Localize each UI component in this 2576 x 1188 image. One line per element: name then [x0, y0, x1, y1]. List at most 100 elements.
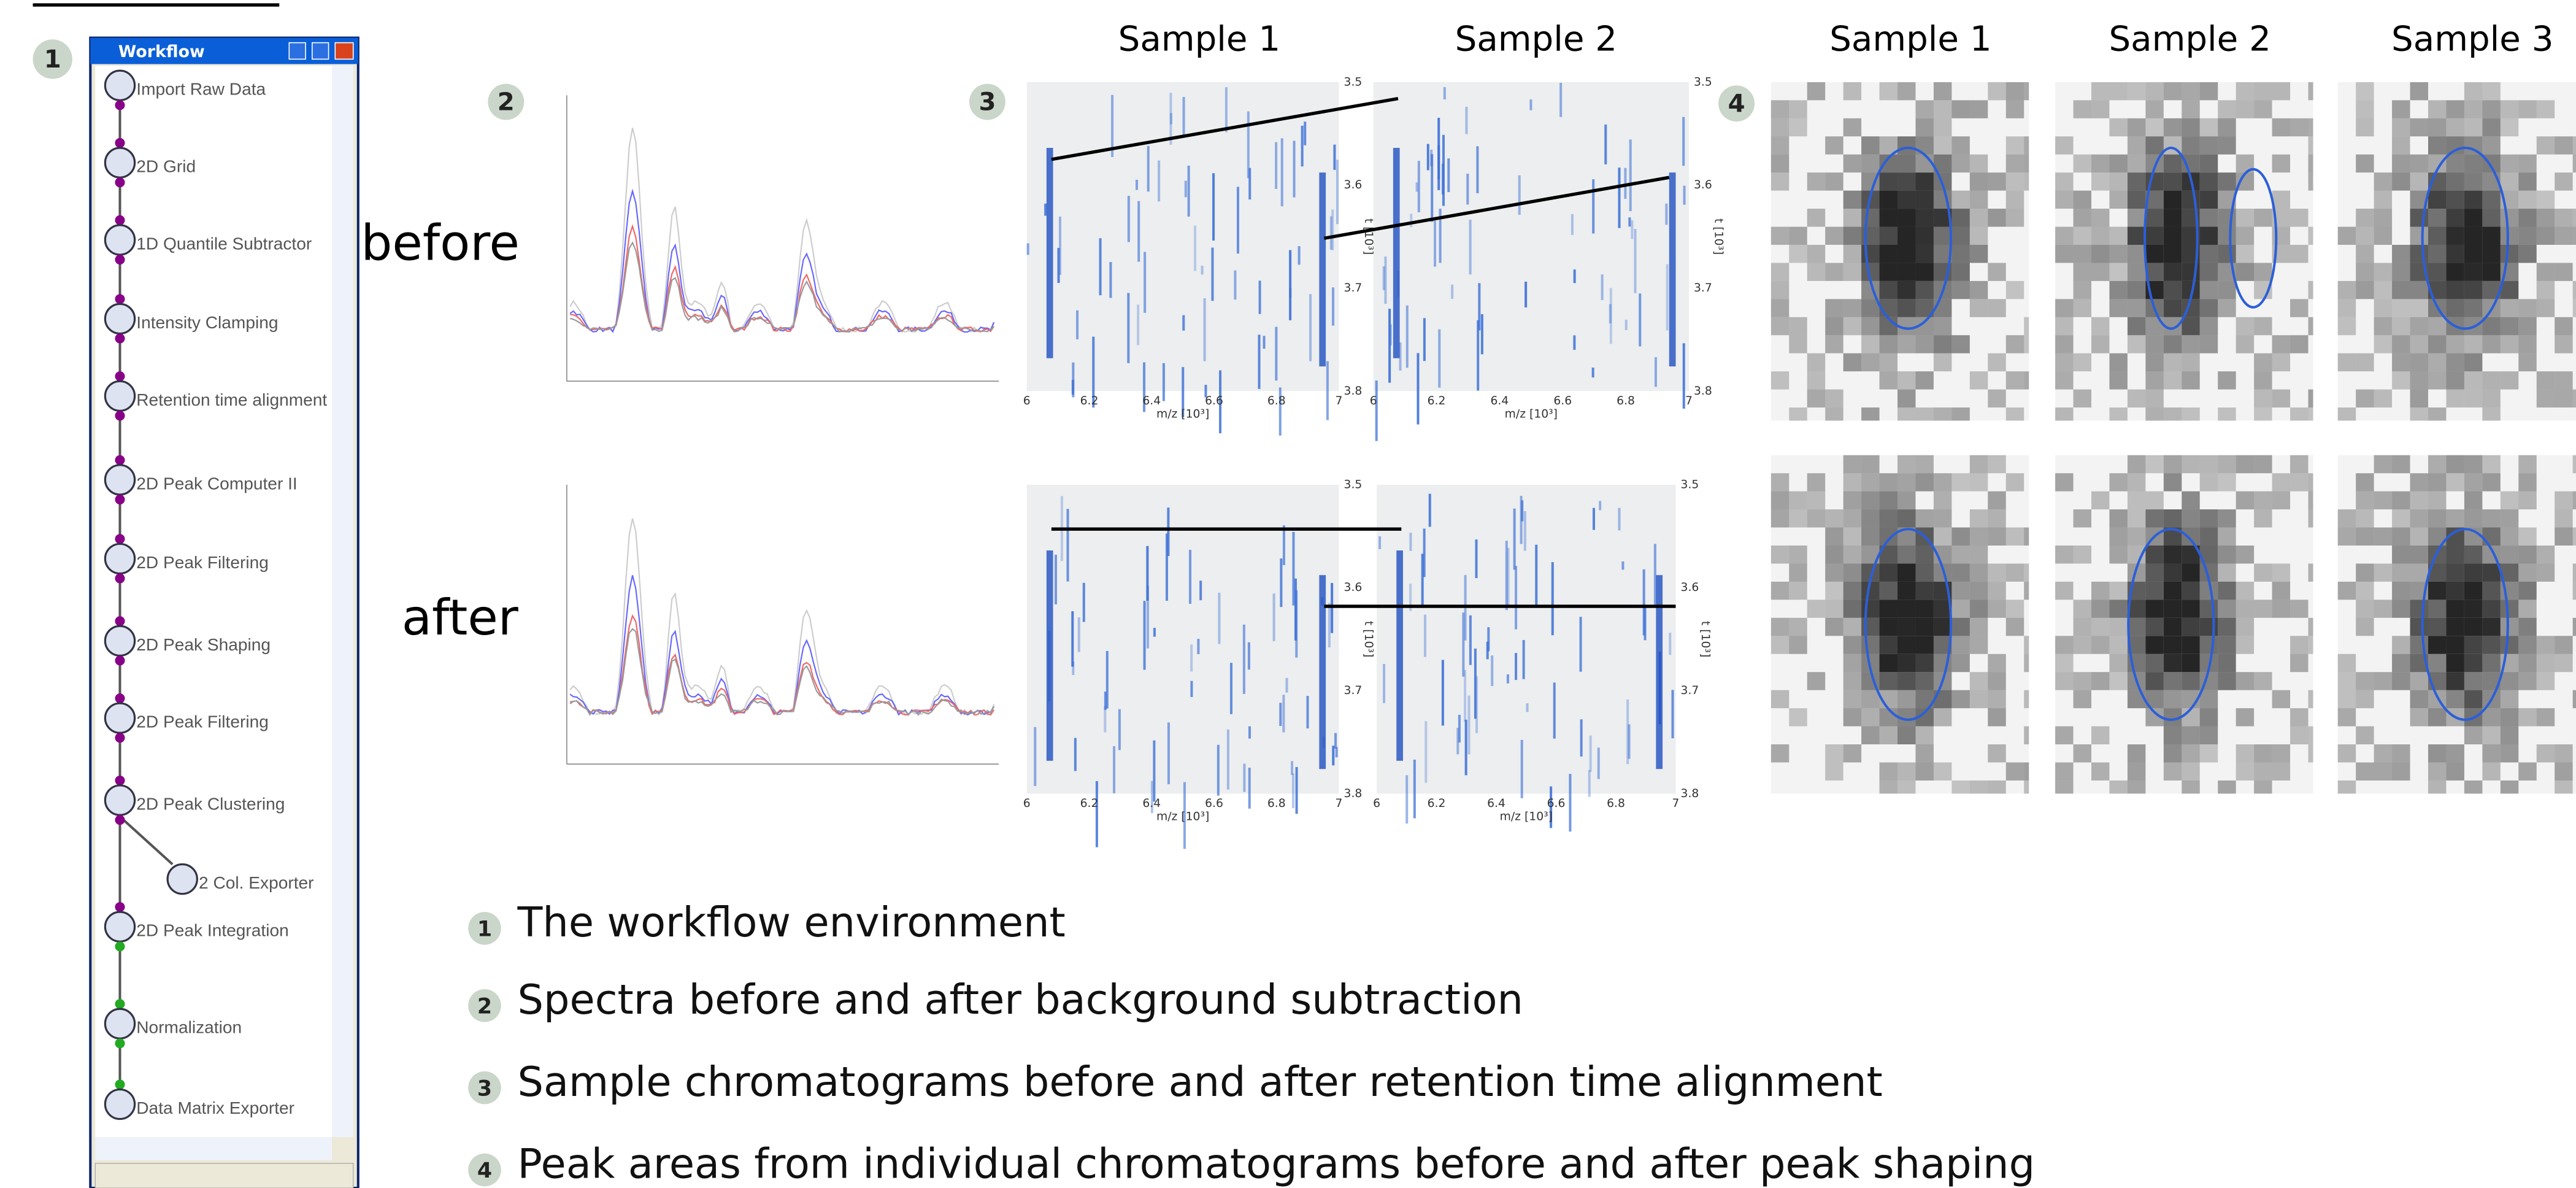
pixel — [2446, 209, 2464, 227]
node-label[interactable]: 2D Grid — [136, 157, 196, 176]
pixel — [2536, 744, 2555, 763]
node-label[interactable]: 2D Peak Computer II — [136, 474, 297, 493]
node-icon[interactable] — [104, 542, 136, 575]
node-label[interactable]: Normalization — [136, 1018, 242, 1037]
signal-streak — [1190, 681, 1193, 697]
node-icon[interactable] — [104, 464, 136, 496]
signal-streak — [1226, 729, 1229, 790]
pixel — [2374, 563, 2393, 582]
node-icon[interactable] — [104, 625, 136, 657]
pixel — [1951, 581, 1970, 600]
node-label[interactable]: Data Matrix Exporter — [136, 1098, 294, 1117]
pixel — [2464, 672, 2483, 690]
pixel — [2572, 280, 2576, 299]
pixel — [2272, 118, 2291, 137]
pixel — [1843, 455, 1862, 474]
signal-streak — [1275, 142, 1278, 189]
pixel — [2555, 527, 2573, 546]
pixel — [2482, 371, 2501, 390]
node-icon[interactable] — [104, 911, 136, 943]
pixel — [1771, 100, 1790, 118]
node-icon[interactable] — [104, 303, 136, 335]
pixel — [2555, 744, 2573, 763]
pixel — [2109, 154, 2128, 173]
pixel — [1969, 546, 1988, 564]
pixel — [1915, 190, 1934, 209]
pixel — [2500, 317, 2519, 336]
port — [115, 333, 125, 344]
pixel — [1897, 244, 1916, 263]
pixel — [2446, 172, 2464, 191]
y-tick-label: 3.6 — [1681, 581, 1699, 594]
pixel — [2127, 762, 2146, 781]
signal-streak — [1475, 539, 1478, 579]
signal-streak — [1624, 320, 1628, 330]
vertical-scrollbar[interactable] — [331, 66, 353, 1137]
pixel — [2055, 136, 2074, 155]
signal-streak — [1535, 544, 1538, 606]
pixel — [2428, 509, 2447, 528]
pixel — [2199, 527, 2218, 546]
pixel — [1861, 636, 1880, 654]
pixel — [1933, 335, 1952, 353]
pixel — [1988, 744, 2006, 763]
close-button[interactable] — [334, 42, 354, 60]
node-icon[interactable] — [104, 69, 136, 101]
port — [115, 815, 125, 825]
node-icon[interactable] — [166, 863, 198, 895]
node-icon[interactable] — [104, 380, 136, 412]
node-label[interactable]: Intensity Clamping — [136, 313, 278, 332]
node-icon[interactable] — [104, 784, 136, 816]
pixel — [2163, 762, 2182, 781]
signal-streak — [1522, 639, 1525, 679]
node-label[interactable]: 1D Quantile Subtractor — [136, 234, 312, 253]
node-label[interactable]: Import Raw Data — [136, 80, 266, 99]
pixel — [2308, 473, 2313, 492]
pixel — [2464, 136, 2483, 155]
horizontal-scrollbar[interactable] — [95, 1136, 332, 1160]
node-icon[interactable] — [104, 1088, 136, 1120]
node-label[interactable]: 2 Col. Exporter — [199, 873, 313, 892]
pixel — [2536, 280, 2555, 299]
pixel — [2428, 335, 2447, 353]
pixel — [2163, 335, 2182, 353]
pixel — [1951, 636, 1970, 654]
pixel — [2446, 280, 2464, 299]
pixel — [1915, 280, 1934, 299]
node-label[interactable]: 2D Peak Integration — [136, 921, 288, 940]
pixel — [2145, 136, 2164, 155]
pixel — [1969, 299, 1988, 317]
pixel — [1933, 762, 1952, 781]
pixel — [2290, 473, 2309, 492]
minimize-button[interactable] — [288, 42, 306, 60]
pixel — [2024, 690, 2029, 709]
signal-streak — [1550, 786, 1553, 828]
pixel — [2127, 280, 2146, 299]
pixel — [2127, 263, 2146, 281]
node-label[interactable]: Retention time alignment — [136, 390, 327, 409]
node-label[interactable]: 2D Peak Clustering — [136, 795, 285, 814]
pixel — [2145, 244, 2164, 263]
pixel — [2555, 509, 2573, 528]
port — [115, 775, 125, 785]
pixel — [2392, 546, 2410, 564]
node-icon[interactable] — [104, 702, 136, 734]
pixel — [2163, 226, 2182, 245]
node-label[interactable]: 2D Peak Filtering — [136, 553, 269, 572]
pixel — [1951, 226, 1970, 245]
pixel — [2410, 491, 2428, 510]
port — [115, 371, 125, 382]
pixel — [2145, 335, 2164, 353]
pixel — [2374, 226, 2393, 245]
node-icon[interactable] — [104, 224, 136, 256]
node-icon[interactable] — [104, 147, 136, 179]
node-label[interactable]: 2D Peak Shaping — [136, 635, 271, 654]
pixel — [2500, 617, 2519, 636]
node-label[interactable]: 2D Peak Filtering — [136, 712, 269, 731]
pixel — [2163, 407, 2182, 421]
maximize-button[interactable] — [312, 42, 329, 60]
node-icon[interactable] — [104, 1008, 136, 1040]
pixel — [1861, 509, 1880, 528]
pixel — [1879, 172, 1898, 191]
pixel — [2500, 708, 2519, 727]
